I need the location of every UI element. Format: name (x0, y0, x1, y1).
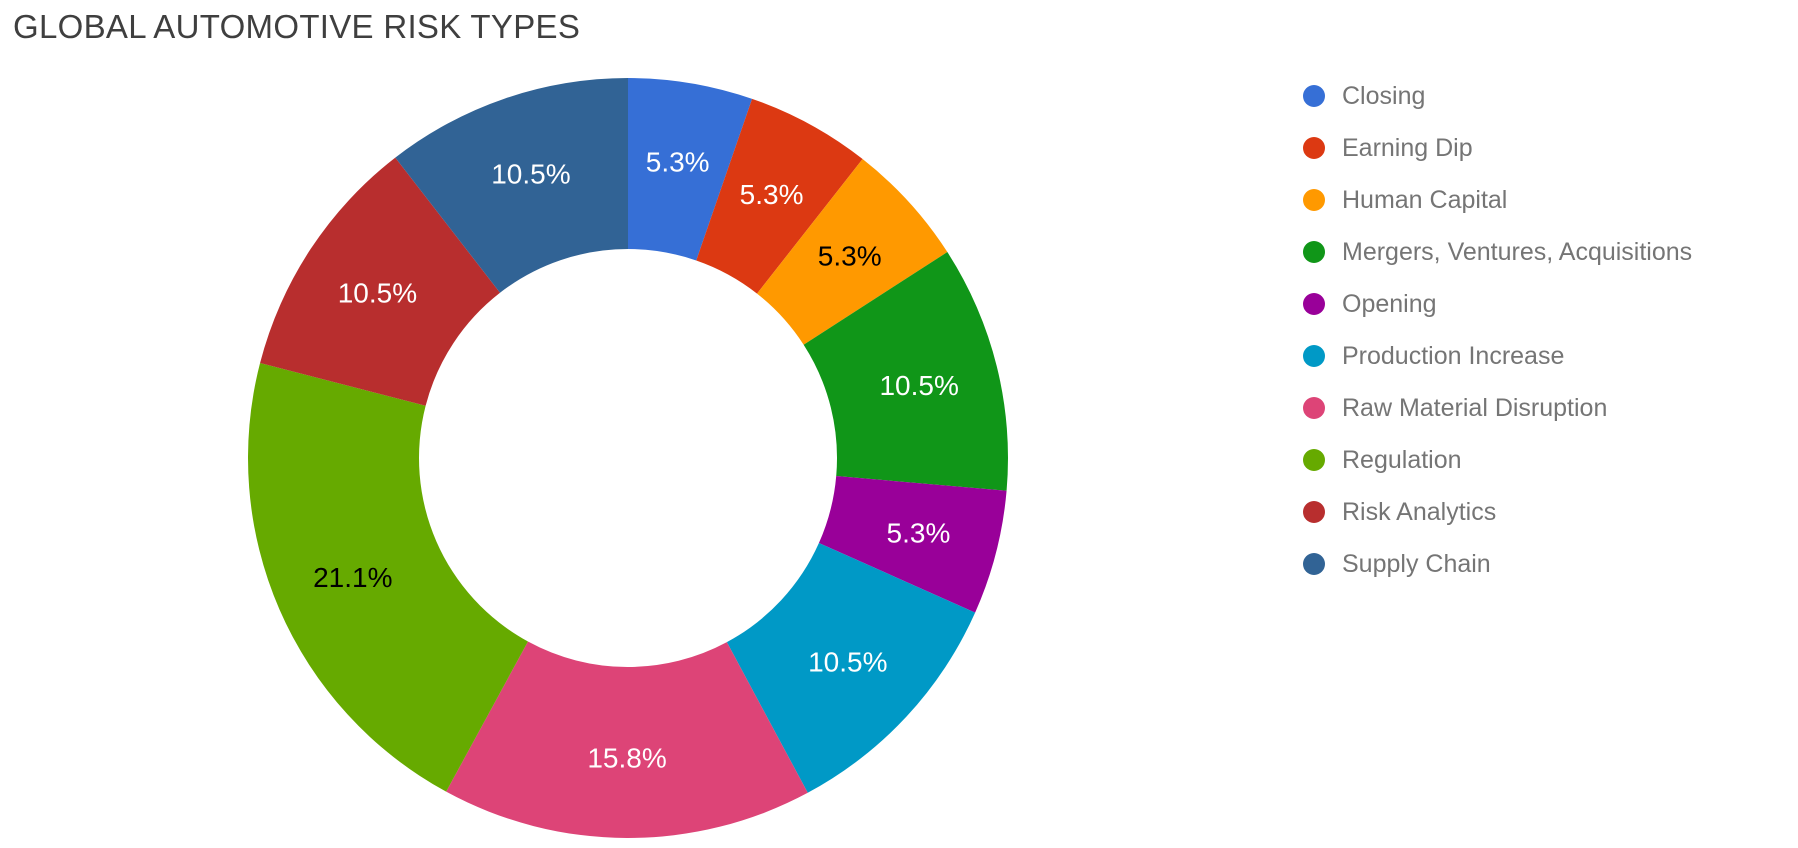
legend: Closing Earning Dip Human Capital Mergers, … (1303, 81, 1693, 604)
legend-color-dot-icon (1303, 293, 1325, 315)
slice-risk-analytics[interactable] (260, 157, 501, 406)
legend-item-label: Raw Material Disruption (1342, 393, 1608, 422)
slice-supply-chain[interactable] (395, 78, 628, 293)
legend-item-regulation[interactable]: Regulation (1303, 445, 1692, 474)
legend-item-label: Regulation (1342, 445, 1462, 474)
legend-item-label: Risk Analytics (1342, 497, 1497, 526)
legend-item-earning-dip[interactable]: Earning Dip (1303, 133, 1692, 162)
slice-production-increase[interactable] (726, 543, 976, 793)
legend-item-label: Human Capital (1342, 185, 1508, 214)
legend-item-human-capital[interactable]: Human Capital (1303, 185, 1692, 214)
slice-regulation[interactable] (248, 363, 528, 792)
slice-opening[interactable] (818, 476, 1007, 613)
legend-item-label: Opening (1342, 289, 1437, 318)
legend-color-dot-icon (1303, 501, 1325, 523)
legend-color-dot-icon (1303, 137, 1325, 159)
legend-color-dot-icon (1303, 553, 1325, 575)
slice-closing[interactable] (628, 78, 753, 261)
legend-color-dot-icon (1303, 241, 1325, 263)
legend-color-dot-icon (1303, 85, 1325, 107)
legend-item-label: Closing (1342, 81, 1426, 110)
legend-item-closing[interactable]: Closing (1303, 81, 1692, 110)
legend-item-production-increase[interactable]: Production Increase (1303, 341, 1692, 370)
legend-item-opening[interactable]: Opening (1303, 289, 1692, 318)
chart-title: GLOBAL AUTOMOTIVE RISK TYPES (13, 8, 581, 45)
legend-item-mergers-ventures-acquisitions[interactable]: Mergers, Ventures, Acquisitions (1303, 237, 1693, 266)
slice-mergers-ventures-acquisitions[interactable] (803, 252, 1009, 491)
slice-human-capital[interactable] (757, 159, 948, 345)
legend-color-dot-icon (1303, 397, 1325, 419)
legend-item-supply-chain[interactable]: Supply Chain (1303, 549, 1692, 578)
legend-item-label: Production Increase (1342, 341, 1565, 370)
legend-item-risk-analytics[interactable]: Risk Analytics (1303, 497, 1692, 526)
legend-item-label: Supply Chain (1342, 549, 1491, 578)
legend-item-label: Mergers, Ventures, Acquisitions (1342, 237, 1693, 266)
legend-item-label: Earning Dip (1342, 133, 1473, 162)
legend-color-dot-icon (1303, 189, 1325, 211)
legend-color-dot-icon (1303, 449, 1325, 471)
legend-color-dot-icon (1303, 345, 1325, 367)
legend-item-raw-material-disruption[interactable]: Raw Material Disruption (1303, 393, 1692, 422)
slice-earning-dip[interactable] (696, 98, 863, 294)
slice-raw-material-disruption[interactable] (446, 641, 808, 839)
